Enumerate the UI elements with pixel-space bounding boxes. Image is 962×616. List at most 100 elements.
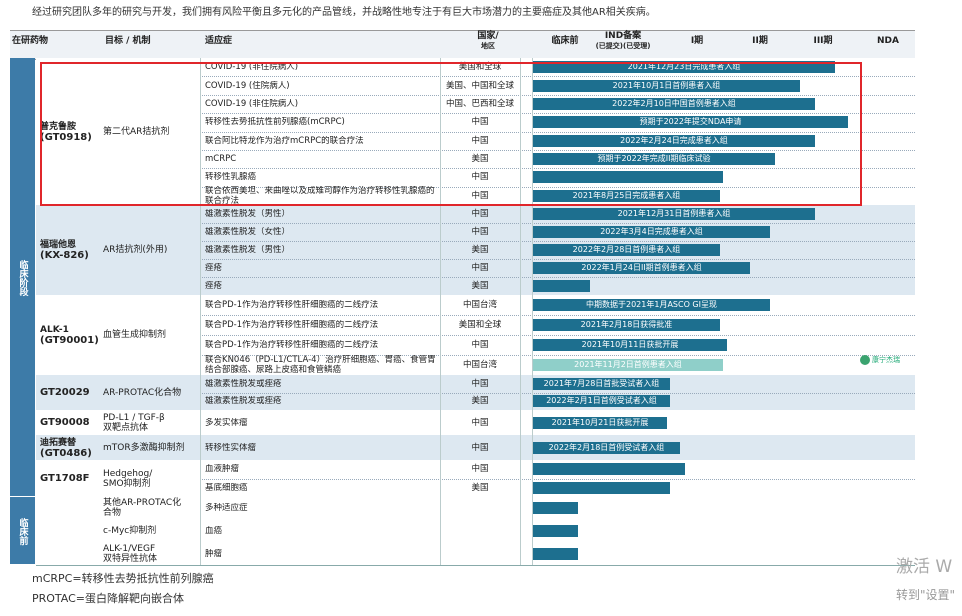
header-cell: 在研药物 <box>12 36 49 46</box>
region: 美国 <box>471 245 489 255</box>
row-line <box>200 478 915 480</box>
drug-name: GT20029 <box>40 386 90 398</box>
region: 美国和全球 <box>458 320 502 330</box>
header-cell: 国家/ <box>477 31 499 41</box>
mechanism: SMO抑制剂 <box>103 478 151 489</box>
header-cell: 临床前 <box>551 36 579 46</box>
region: 中国 <box>471 442 489 453</box>
region: 美国 <box>471 281 489 291</box>
row-line <box>200 355 915 356</box>
row-line <box>200 76 915 78</box>
indication: 联合PD-1作为治疗转移性肝细胞癌的二线疗法 <box>205 320 379 330</box>
indication: 联合依西美坦、来曲唑以及成雉司醇作为治疗转移性乳腺癌的联合疗法 <box>205 185 435 205</box>
pipeline-bar: 2022年1月24日II期首例患者入组 <box>533 262 750 274</box>
mechanism: 血管生成抑制剂 <box>103 330 167 340</box>
row-line <box>200 113 915 115</box>
pipeline-bar: 2021年11月2日首例患者入组 <box>533 359 723 371</box>
header-cell: (已提交)(已受理) <box>595 42 651 50</box>
pipeline-bar: 2021年10月21日获批开展 <box>533 416 667 429</box>
indication: COVID-19 (非住院病人) <box>205 62 299 73</box>
header-cell: II期 <box>752 36 768 46</box>
indication: 雄激素性脱发或痤疮 <box>205 378 282 389</box>
pipeline-bar: 2022年2月18日首例受试者入组 <box>533 441 680 454</box>
pipeline-bar <box>533 463 685 476</box>
indication: COVID-19 (住院病人) <box>205 80 290 91</box>
indication: 转移性去势抵抗性前列腺癌(mCRPC) <box>205 117 345 128</box>
region: 美国 <box>471 154 489 165</box>
mechanism: 合物 <box>103 508 122 518</box>
header-cell: 目标 / 机制 <box>105 36 151 46</box>
pipeline-bar: 2021年12月23日完成患者入组 <box>533 61 835 74</box>
header-cell: I期 <box>690 36 704 46</box>
header-cell: IND备案 <box>604 31 642 41</box>
indication: 联合KN046（PD-L1/CTLA-4）治疗肝细胞癌、胃癌、食管胃结合部腺癌、… <box>205 355 436 375</box>
indication: 肿瘤 <box>205 548 223 559</box>
indication: 血液肿瘤 <box>205 464 240 475</box>
indication: 痤疮 <box>205 263 223 273</box>
highlight-box <box>40 62 862 206</box>
mechanism: AR拮抗剂(外用) <box>103 245 168 255</box>
indication: 多发实体瘤 <box>205 417 248 428</box>
region: 中国 <box>471 190 489 201</box>
intro: 经过研究团队多年的研究与开发，我们拥有风险平衡且多元化的产品管线，并战略性地专注… <box>32 7 656 18</box>
indication: 雄激素性脱发（女性） <box>205 227 291 237</box>
pipeline-bar: 预期于2022年完成II期临床试验 <box>533 153 775 166</box>
drug-name: (KX-826) <box>40 250 89 261</box>
phase-label: 临床前 <box>17 517 28 545</box>
mechanism: PD-L1 / TGF-β <box>103 412 165 423</box>
pipeline-bar <box>533 524 578 537</box>
pipeline-bar: 2022年2月1日首例受试者入组 <box>533 395 670 408</box>
region: 中国 <box>471 172 489 183</box>
logo-icon <box>860 355 870 365</box>
indication: 痤疮 <box>205 281 223 291</box>
row-line <box>200 241 915 242</box>
col-line <box>520 58 521 565</box>
watermark: 激活 W <box>896 557 953 577</box>
drug-name: 迪拓赛替 <box>40 437 77 448</box>
mechanism: 双特异性抗体 <box>103 553 158 564</box>
pipeline-bar: 2022年2月10日中国首例患者入组 <box>533 97 815 110</box>
indication: 雄激素性脱发或痤疮 <box>205 396 282 407</box>
drug-name: 福瑞他恩 <box>40 240 77 250</box>
row-line <box>200 94 915 96</box>
col-line <box>532 58 533 565</box>
pipeline-bar <box>533 547 578 560</box>
region: 中国 <box>471 417 489 428</box>
region: 美国、中国和全球 <box>445 80 514 91</box>
mechanism: Hedgehog/ <box>103 468 153 479</box>
mechanism: AR-PROTAC化合物 <box>103 387 182 398</box>
pipeline-bar: 2021年8月25日完成患者入组 <box>533 189 720 202</box>
region: 中国 <box>471 209 489 219</box>
pipeline-bar: 2021年10月1日首例患者入组 <box>533 79 800 92</box>
mechanism: mTOR多激酶抑制剂 <box>103 442 185 453</box>
pipeline-bar <box>533 481 670 494</box>
row-line <box>200 392 915 394</box>
indication: 血癌 <box>205 525 223 536</box>
pipeline-bar: 中期数据于2021年1月ASCO GI呈现 <box>533 299 770 311</box>
drug-name: 普克鲁胺 <box>40 121 77 132</box>
phase-label: 临床阶段 <box>17 259 28 296</box>
drug-name: (GT90001) <box>40 335 99 346</box>
region: 中国、巴西和全球 <box>445 98 514 109</box>
row-line <box>200 131 915 133</box>
footnote: mCRPC=转移性去势抵抗性前列腺癌 <box>32 572 214 585</box>
group-bg <box>36 542 915 566</box>
drug-name: (GT0918) <box>40 131 92 143</box>
row-line <box>200 315 915 316</box>
pipeline-bar <box>533 502 578 514</box>
region: 美国 <box>471 396 489 407</box>
pipeline-bar: 预期于2022年提交NDA申请 <box>533 116 848 129</box>
header-cell: 适应症 <box>205 36 233 46</box>
watermark: 转到"设置" <box>896 588 956 602</box>
footnote: PROTAC=蛋白降解靶向嵌合体 <box>32 592 185 605</box>
drug-name: ALK-1 <box>40 325 69 335</box>
mechanism: ALK-1/VEGF <box>103 543 156 554</box>
region: 中国台湾 <box>462 360 497 370</box>
drug-name: GT1708F <box>40 472 90 484</box>
pipeline-bar <box>533 171 723 184</box>
group-bg <box>36 519 915 543</box>
pipeline-bar: 2021年12月31日首例患者入组 <box>533 208 815 220</box>
header-cell: 地区 <box>481 42 495 50</box>
header-cell: NDA <box>877 36 899 46</box>
